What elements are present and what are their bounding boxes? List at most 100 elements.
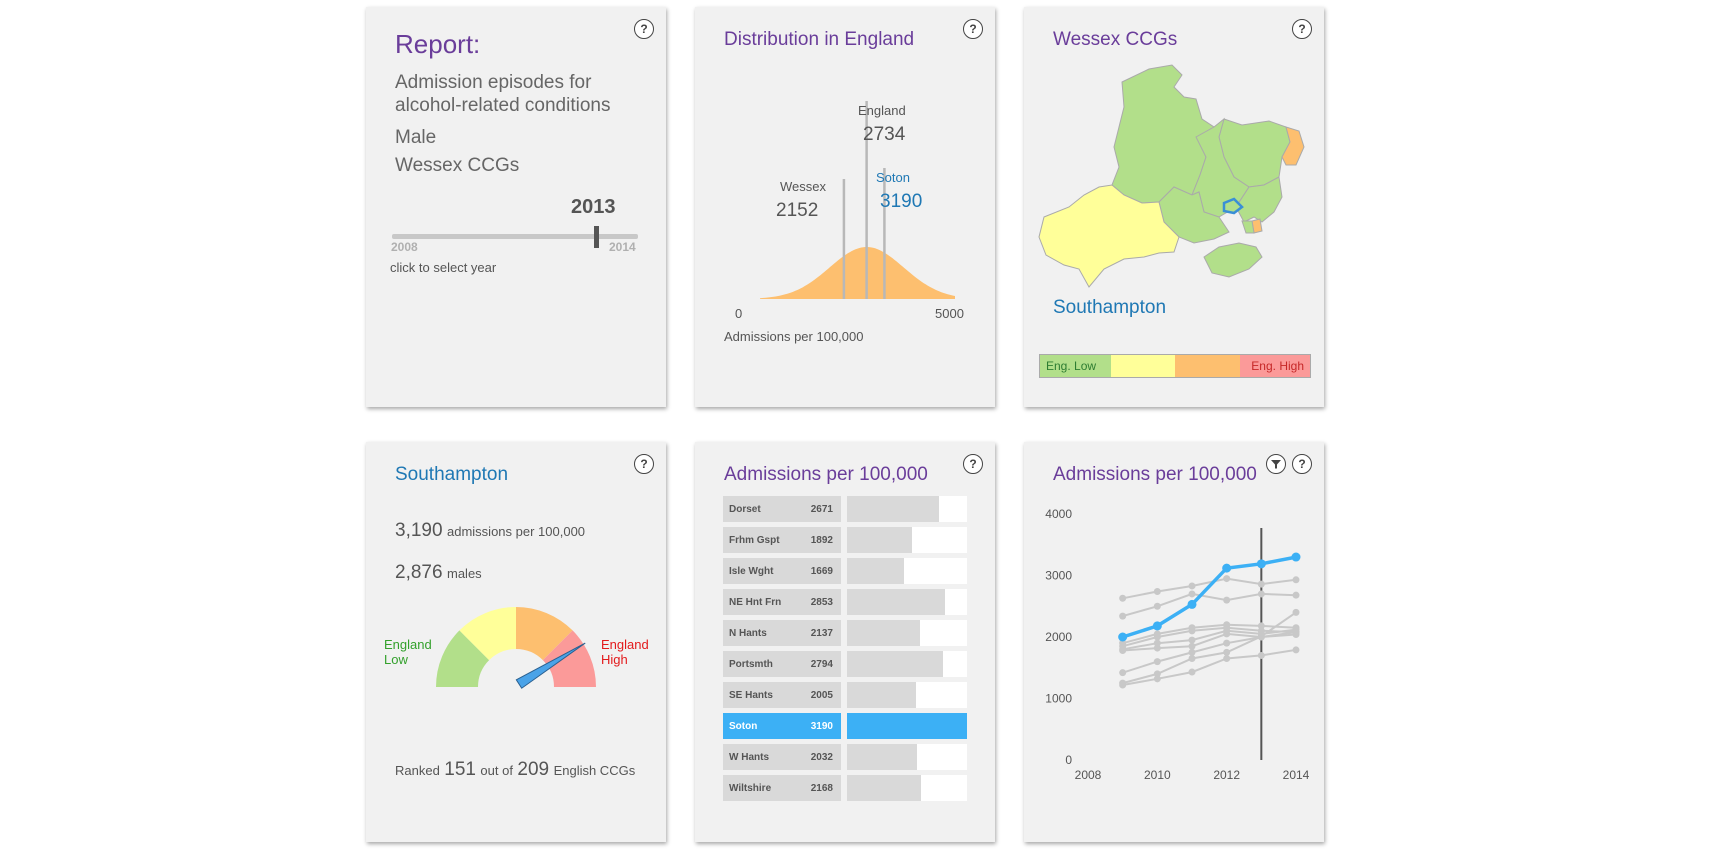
highlight-series-point <box>1152 621 1162 631</box>
distribution-title: Distribution in England <box>724 29 915 50</box>
series-point <box>1257 580 1265 588</box>
bar-row-label[interactable]: Dorset 2671 <box>723 496 841 522</box>
line-chart: 0 1000 2000 3000 4000 2008 2010 2012 2014 <box>1045 507 1310 782</box>
help-icon[interactable]: ? <box>1292 19 1312 39</box>
gauge-segment-low <box>436 630 490 687</box>
map-region-se-hants[interactable] <box>1235 176 1283 223</box>
axis-min-label: 0 <box>735 306 743 321</box>
gauge-needle <box>515 642 586 689</box>
legend-swatch-low: Eng. Low <box>1040 355 1111 377</box>
bar-row-label[interactable]: NE Hnt Frn 2853 <box>723 589 841 615</box>
series-line <box>1122 611 1297 685</box>
bar-row-label[interactable]: W Hants 2032 <box>723 744 841 770</box>
series-line <box>1122 623 1297 645</box>
rank-prefix: Ranked <box>395 763 440 778</box>
x-tick-label: 2014 <box>1283 768 1310 782</box>
bar-value-label: 3190 <box>810 721 833 732</box>
help-icon[interactable]: ? <box>1292 454 1312 474</box>
year-slider-track[interactable] <box>392 234 638 239</box>
bar-track[interactable] <box>847 558 967 584</box>
axis-max-label: 5000 <box>935 306 964 321</box>
rank-line: Ranked 151 out of 209 English CCGs <box>395 759 635 781</box>
legend-swatch-high: Eng. High <box>1239 355 1310 377</box>
report-title: Report: <box>395 29 481 59</box>
bar-track[interactable] <box>847 713 967 739</box>
bar-value-label: 2005 <box>810 690 833 701</box>
series-point <box>1292 576 1300 584</box>
bar-category-label: N Hants <box>729 628 767 639</box>
population-value: 2,876 <box>395 562 443 583</box>
bar-track[interactable] <box>847 682 967 708</box>
bar-row-label[interactable]: N Hants 2137 <box>723 620 841 646</box>
series-point <box>1119 681 1127 689</box>
distribution-curve <box>760 247 955 299</box>
series-line <box>1122 592 1297 618</box>
bar-row-label[interactable]: Portsmth 2794 <box>723 651 841 677</box>
bar-category-label: Wiltshire <box>729 783 772 794</box>
map-region-isle-wght[interactable] <box>1203 242 1263 278</box>
bar-track[interactable] <box>847 620 967 646</box>
line-chart-card: ? Admissions per 100,000 0 1000 2000 3000 40… <box>1024 442 1324 842</box>
soton-marker-value: 3190 <box>880 191 923 212</box>
rate-unit: admissions per 100,000 <box>447 524 586 539</box>
map-region-ne-hnt-frn[interactable] <box>1281 126 1305 166</box>
bar-row-label[interactable]: Isle Wght 1669 <box>723 558 841 584</box>
bar-category-label: Soton <box>729 721 758 732</box>
highlight-series-point <box>1256 559 1266 569</box>
bar-row-label[interactable]: SE Hants 2005 <box>723 682 841 708</box>
rate-value: 3,190 <box>395 520 443 541</box>
bar-track[interactable] <box>847 496 967 522</box>
bar <box>847 651 943 677</box>
gauge-segment-mid-low <box>459 607 516 661</box>
gauge-high-label-2: High <box>601 652 628 667</box>
wessex-marker-value: 2152 <box>776 200 819 221</box>
help-icon[interactable]: ? <box>963 454 983 474</box>
series-point <box>1188 655 1196 663</box>
series-line <box>1122 626 1297 648</box>
bar-track[interactable] <box>847 744 967 770</box>
bar-track[interactable] <box>847 651 967 677</box>
year-slider-thumb[interactable] <box>594 226 600 248</box>
axis-title: Admissions per 100,000 <box>724 329 864 344</box>
bar-category-label: Isle Wght <box>729 566 774 577</box>
series-point <box>1153 658 1161 666</box>
series-point <box>1292 591 1300 599</box>
bar-value-label: 2137 <box>810 628 833 639</box>
highlight-series-point <box>1187 599 1197 609</box>
series-point <box>1188 642 1196 650</box>
help-icon[interactable]: ? <box>963 19 983 39</box>
help-icon[interactable]: ? <box>634 454 654 474</box>
bar-category-label: SE Hants <box>729 690 773 701</box>
line-chart-title: Admissions per 100,000 <box>1053 464 1257 485</box>
year-slider[interactable] <box>392 226 638 248</box>
bar-row-label[interactable]: Soton 3190 <box>723 713 841 739</box>
y-tick-label: 1000 <box>1045 692 1072 706</box>
bar-track[interactable] <box>847 589 967 615</box>
series-point <box>1223 655 1231 663</box>
highlight-series-line <box>1122 555 1297 639</box>
bar-track[interactable] <box>847 527 967 553</box>
year-max-label: 2014 <box>609 240 636 254</box>
series-point <box>1223 639 1231 647</box>
bar-row-label[interactable]: Frhm Gspt 1892 <box>723 527 841 553</box>
distribution-chart <box>760 101 955 299</box>
filter-icon[interactable] <box>1266 454 1286 474</box>
series-point <box>1223 575 1231 583</box>
bar-track[interactable] <box>847 775 967 801</box>
distribution-card: ? Distribution in England England 2734 W… <box>695 7 995 407</box>
map-region-frhm-gspt[interactable] <box>1241 220 1255 234</box>
map-region-southampton[interactable] <box>1222 197 1244 215</box>
help-icon[interactable]: ? <box>634 19 654 39</box>
highlight-series-point <box>1222 563 1232 573</box>
bar-row-label[interactable]: Wiltshire 2168 <box>723 775 841 801</box>
series-line <box>1122 577 1297 600</box>
series-line <box>1122 631 1297 674</box>
england-marker-label: England <box>858 103 906 118</box>
bar-category-label: Frhm Gspt <box>729 535 780 546</box>
series-point <box>1292 646 1300 654</box>
bar <box>847 589 945 615</box>
series-point <box>1119 669 1127 677</box>
series-point <box>1188 590 1196 598</box>
report-sex: Male <box>395 127 437 148</box>
map-region-dorset[interactable] <box>1038 184 1180 288</box>
